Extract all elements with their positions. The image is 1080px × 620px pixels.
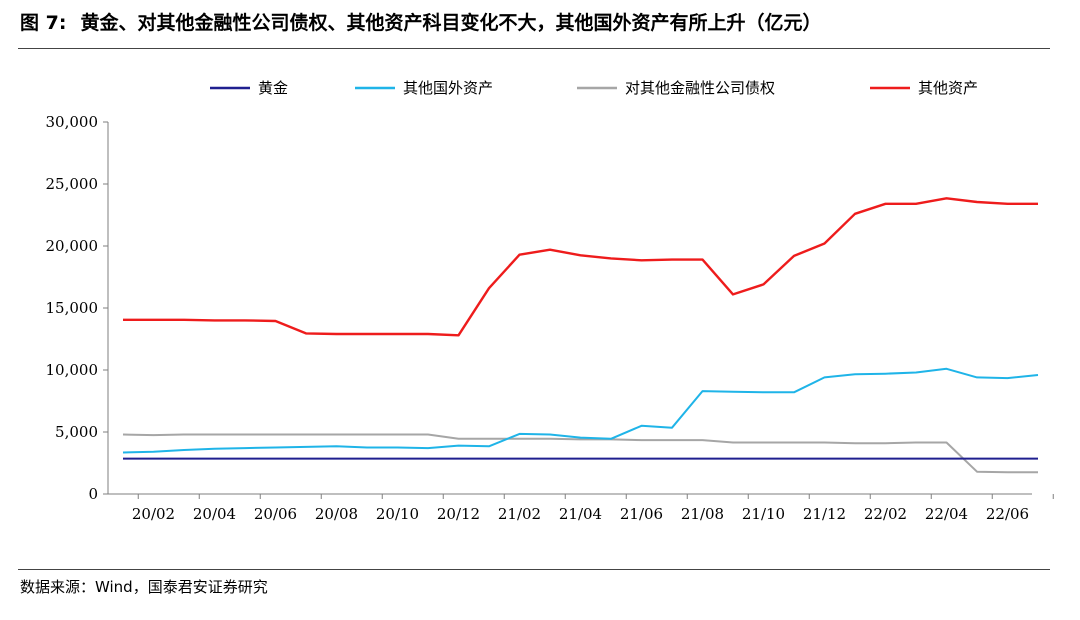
x-tick-label: 20/10 (376, 505, 419, 523)
series-line-2 (122, 367, 1039, 454)
x-tick-label: 22/02 (864, 505, 907, 523)
series-line-3 (122, 433, 1038, 474)
x-tick-label: 21/04 (559, 505, 602, 523)
y-tick-label: 25,000 (46, 175, 99, 193)
top-rule (18, 48, 1050, 49)
x-tick-label: 21/08 (681, 505, 724, 523)
x-tick-label: 20/02 (132, 505, 175, 523)
x-tick-label: 20/06 (254, 505, 297, 523)
y-tick-label: 15,000 (46, 299, 99, 317)
y-tick-label: 30,000 (46, 113, 99, 131)
legend-label-1: 黄金 (258, 79, 288, 97)
x-tick-label: 21/10 (742, 505, 785, 523)
y-tick-label: 10,000 (46, 361, 99, 379)
figure-title-text: 黄金、对其他金融性公司债权、其他资产科目变化不大，其他国外资产有所上升（亿元） (80, 12, 822, 34)
x-tick-label: 22/06 (986, 505, 1029, 523)
x-tick-label: 20/04 (193, 505, 236, 523)
legend-label-3: 对其他金融性公司债权 (625, 79, 775, 97)
y-tick-label: 0 (88, 485, 98, 503)
source-note: 数据来源：Wind，国泰君安证券研究 (20, 578, 268, 596)
x-tick-label: 21/12 (803, 505, 846, 523)
y-tick-label: 5,000 (55, 423, 98, 441)
legend-label-4: 其他资产 (918, 79, 978, 97)
y-tick-label: 20,000 (46, 237, 99, 255)
bottom-rule (18, 569, 1050, 570)
line-chart: 0 5,000 10,000 15,000 20,000 25,000 30,000 20/0… (46, 79, 1054, 523)
x-tick-label: 22/04 (925, 505, 968, 523)
x-tick-label: 21/06 (620, 505, 663, 523)
legend-label-2: 其他国外资产 (403, 79, 493, 97)
figure-title: 图 7: 黄金、对其他金融性公司债权、其他资产科目变化不大，其他国外资产有所上升（… (20, 8, 821, 35)
x-tick-label: 21/02 (498, 505, 541, 523)
x-tick-label: 20/12 (437, 505, 480, 523)
x-tick-label: 20/08 (315, 505, 358, 523)
figure-number: 图 7: (20, 12, 67, 34)
series-line-4 (123, 197, 1038, 337)
